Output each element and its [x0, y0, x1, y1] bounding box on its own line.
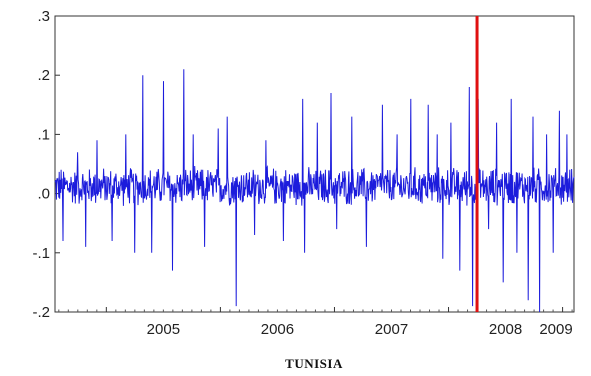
x-tick-label: 2006: [261, 321, 294, 338]
x-axis: 2005 2006 2007 2008 2009: [58, 307, 573, 338]
x-tick-label: 2008: [489, 321, 522, 338]
x-tick-label: 2007: [375, 321, 408, 338]
series-line: [54, 69, 575, 313]
y-tick-label: .2: [37, 67, 50, 84]
plot-frame: [54, 15, 575, 313]
x-tick-label: 2005: [147, 321, 180, 338]
y-tick-label: -.2: [32, 304, 50, 321]
y-tick-label: .1: [37, 126, 50, 143]
y-tick-label: .3: [37, 8, 50, 25]
x-tick-label: 2009: [539, 321, 572, 338]
chart-title: TUNISIA: [285, 356, 343, 371]
y-tick-label: .0: [37, 186, 50, 203]
y-tick-label: -.1: [32, 245, 50, 262]
